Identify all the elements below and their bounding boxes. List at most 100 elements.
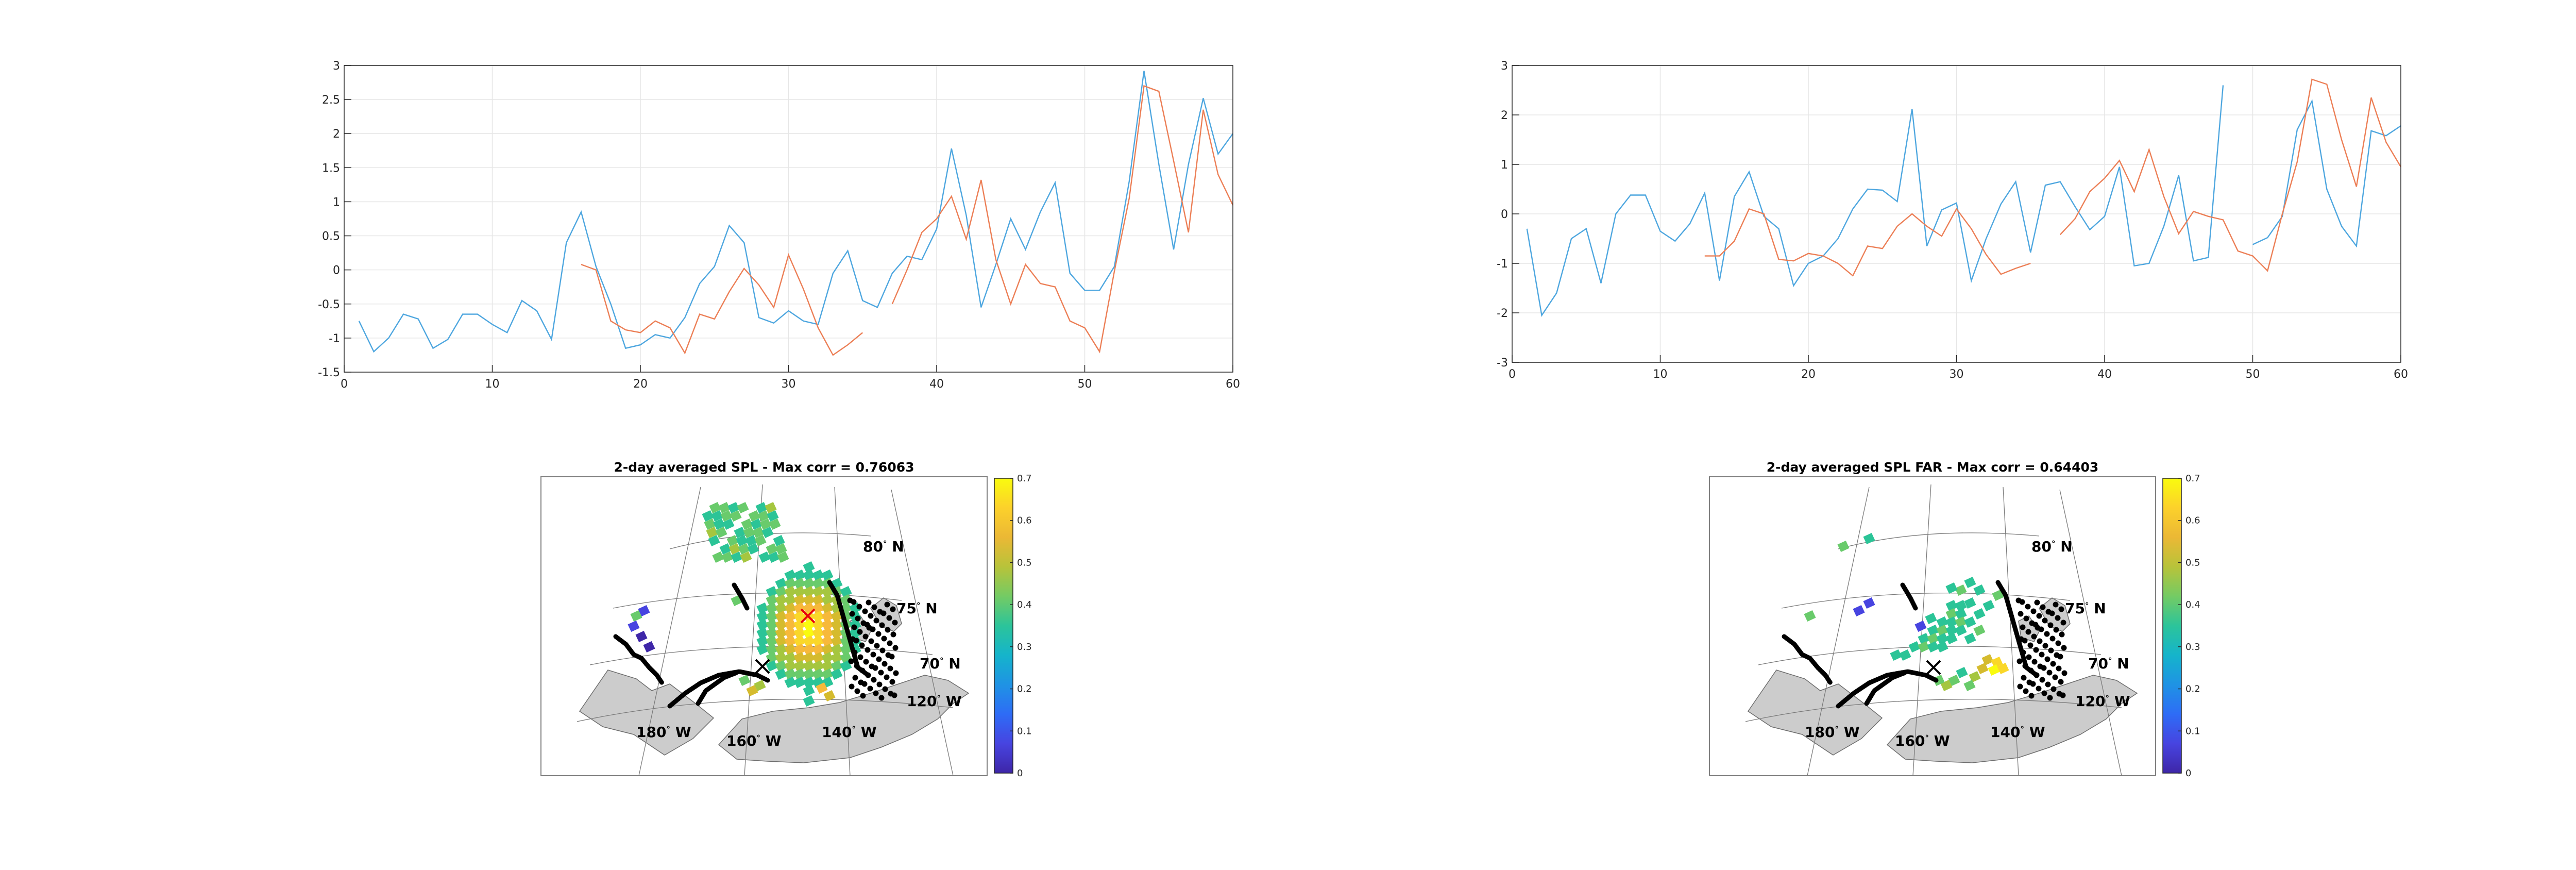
island-dot: [851, 624, 857, 630]
latitude-line: [577, 699, 954, 722]
island-dot: [882, 686, 888, 692]
heat-cell: [831, 668, 843, 680]
island-dot: [2049, 635, 2056, 642]
line-chart-top-right: 0 10 20 30 40 50 60 -3 -2 -1 0 1 2 3: [1497, 60, 2408, 381]
line-chart-top-left: 0 10 20 30 40 50 60 -1.5 -1 -0.5 0 0.5 1 1.5 2 2.5 3: [318, 60, 1240, 391]
heat-cell: [821, 627, 834, 639]
y-tick-label: 2.5: [322, 94, 340, 107]
island-dot: [890, 606, 896, 612]
colorbar-gradient: [994, 478, 1013, 774]
island-dot: [2020, 624, 2026, 630]
heat-cell: [766, 610, 778, 623]
longitude-label: 160° W: [1895, 732, 1950, 749]
heat-cell: [743, 526, 755, 539]
longitude-label: 140° W: [822, 724, 877, 741]
heat-cell: [1955, 584, 1967, 596]
heat-cell: [812, 643, 824, 656]
longitude-line: [638, 487, 701, 776]
heat-cell: [840, 643, 852, 656]
degree-sign: °: [883, 539, 887, 548]
island-dot: [853, 638, 859, 644]
heat-cell: [1992, 589, 2004, 601]
heat-cell: [823, 690, 836, 702]
heat-cell: [784, 577, 796, 590]
y-tick-label: 1: [1501, 159, 1508, 172]
heat-cell: [821, 569, 834, 581]
heat-cell: [715, 526, 727, 539]
y-tick-label: -3: [1497, 357, 1508, 370]
degree-sign: °: [2108, 656, 2112, 665]
island-dot: [2018, 611, 2024, 617]
heat-cell: [831, 627, 843, 639]
heat-cell: [709, 501, 721, 514]
heat-cell: [767, 510, 779, 522]
colorbar-tick-label: 0.1: [1017, 726, 1032, 737]
y-tick-label: 0.5: [322, 230, 340, 243]
heat-cell: [793, 668, 806, 680]
heat-cell: [731, 551, 743, 563]
heat-cell: [756, 643, 769, 656]
heat-cell: [1908, 641, 1921, 653]
island-dot: [857, 654, 863, 660]
longitude-label: 120° W: [907, 693, 962, 710]
colorbar-tick-label: 0.2: [2185, 684, 2200, 695]
heat-cell: [803, 668, 815, 680]
heat-cell: [831, 610, 843, 623]
island-dot: [2047, 622, 2054, 628]
heat-cell: [755, 501, 768, 514]
heat-cell: [766, 602, 778, 614]
heat-cell: [1918, 641, 1930, 653]
x-tick-label: 30: [1950, 368, 1964, 381]
island-dot: [867, 685, 873, 692]
heat-cell: [821, 668, 834, 680]
map-layers: [1745, 484, 2138, 776]
island-dot: [2019, 599, 2025, 605]
heat-cell: [643, 641, 655, 653]
degree-sign: °: [2020, 725, 2024, 734]
heat-cell: [737, 501, 749, 514]
heat-cell: [793, 627, 806, 639]
degree-sign: °: [852, 725, 856, 734]
heat-cell: [766, 635, 778, 647]
island-dot: [2042, 643, 2048, 649]
heat-cell: [769, 518, 781, 530]
island-dot: [855, 615, 861, 622]
heat-cell: [793, 635, 806, 647]
island-dot: [876, 656, 882, 662]
series-line-orange: [1704, 78, 2402, 277]
hemisphere: W: [856, 724, 877, 741]
island-dot: [848, 658, 854, 664]
island-dot: [849, 683, 855, 690]
heat-cell: [775, 627, 787, 639]
heat-cell: [812, 585, 824, 598]
heat-cell: [1964, 632, 1976, 645]
station-marker: [1926, 660, 1941, 675]
heat-cell: [803, 569, 815, 581]
x-tick-label: 10: [485, 378, 500, 391]
heat-cell: [812, 569, 824, 581]
land-mass: [718, 675, 970, 763]
x-tick-label: 60: [2394, 368, 2408, 381]
colorbar-gradient: [2162, 478, 2182, 774]
coastline: [696, 670, 739, 706]
island-dot: [862, 633, 869, 640]
heat-cell: [628, 620, 640, 632]
island-dot: [2028, 693, 2035, 699]
heat-cell: [793, 676, 806, 689]
land-mass: [1886, 675, 2138, 763]
coastline: [1900, 582, 1918, 611]
y-tick-label: -0.5: [318, 298, 340, 311]
heat-cell: [821, 635, 834, 647]
island-dot: [859, 642, 865, 648]
heat-cell: [775, 543, 787, 555]
degree-sign: °: [2052, 539, 2056, 548]
heat-cell: [812, 668, 824, 680]
heat-cell: [708, 534, 720, 547]
heat-cell: [747, 543, 759, 555]
island-dot: [891, 692, 897, 698]
colorbar-tick-label: 0.6: [1017, 515, 1032, 526]
heat-cell: [756, 610, 769, 623]
island-dot: [859, 667, 866, 674]
island-dot: [849, 611, 855, 617]
